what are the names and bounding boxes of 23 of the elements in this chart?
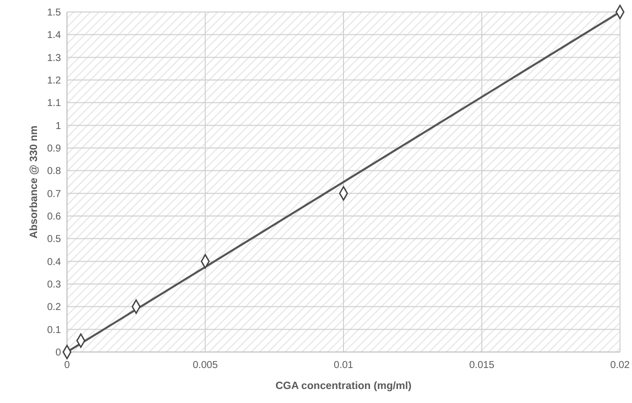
x-tick-label: 0	[64, 360, 70, 371]
y-tick-label: 0.4	[47, 256, 62, 268]
y-tick-label: 1.4	[47, 30, 62, 42]
x-tick-label: 0.01	[334, 360, 354, 371]
y-tick-label: 0.2	[47, 302, 62, 314]
y-tick-label: 0.8	[47, 166, 62, 178]
y-tick-label: 1.3	[47, 52, 62, 64]
y-tick-label: 1	[55, 120, 62, 132]
y-tick-label: 0.5	[47, 234, 62, 246]
x-tick-label: 0.005	[192, 360, 218, 371]
y-tick-label: 0	[55, 348, 62, 358]
y-tick-label: 0.6	[47, 212, 62, 222]
y-axis-title: Absorbance @ 330 nm	[28, 126, 40, 238]
y-tick-label: 0.3	[47, 280, 62, 290]
x-tick-label: 0.02	[610, 360, 630, 371]
y-tick-label: 1.5	[47, 8, 62, 18]
y-tick-label: 0.7	[47, 188, 62, 200]
y-tick-label: 1.1	[47, 98, 62, 110]
y-tick-label: 1.2	[47, 76, 62, 86]
y-tick-label: 0.9	[47, 144, 62, 154]
y-tick-label: 0.1	[47, 324, 62, 336]
x-axis-title: CGA concentration (mg/ml)	[275, 380, 412, 392]
x-tick-label: 0.015	[469, 360, 495, 371]
